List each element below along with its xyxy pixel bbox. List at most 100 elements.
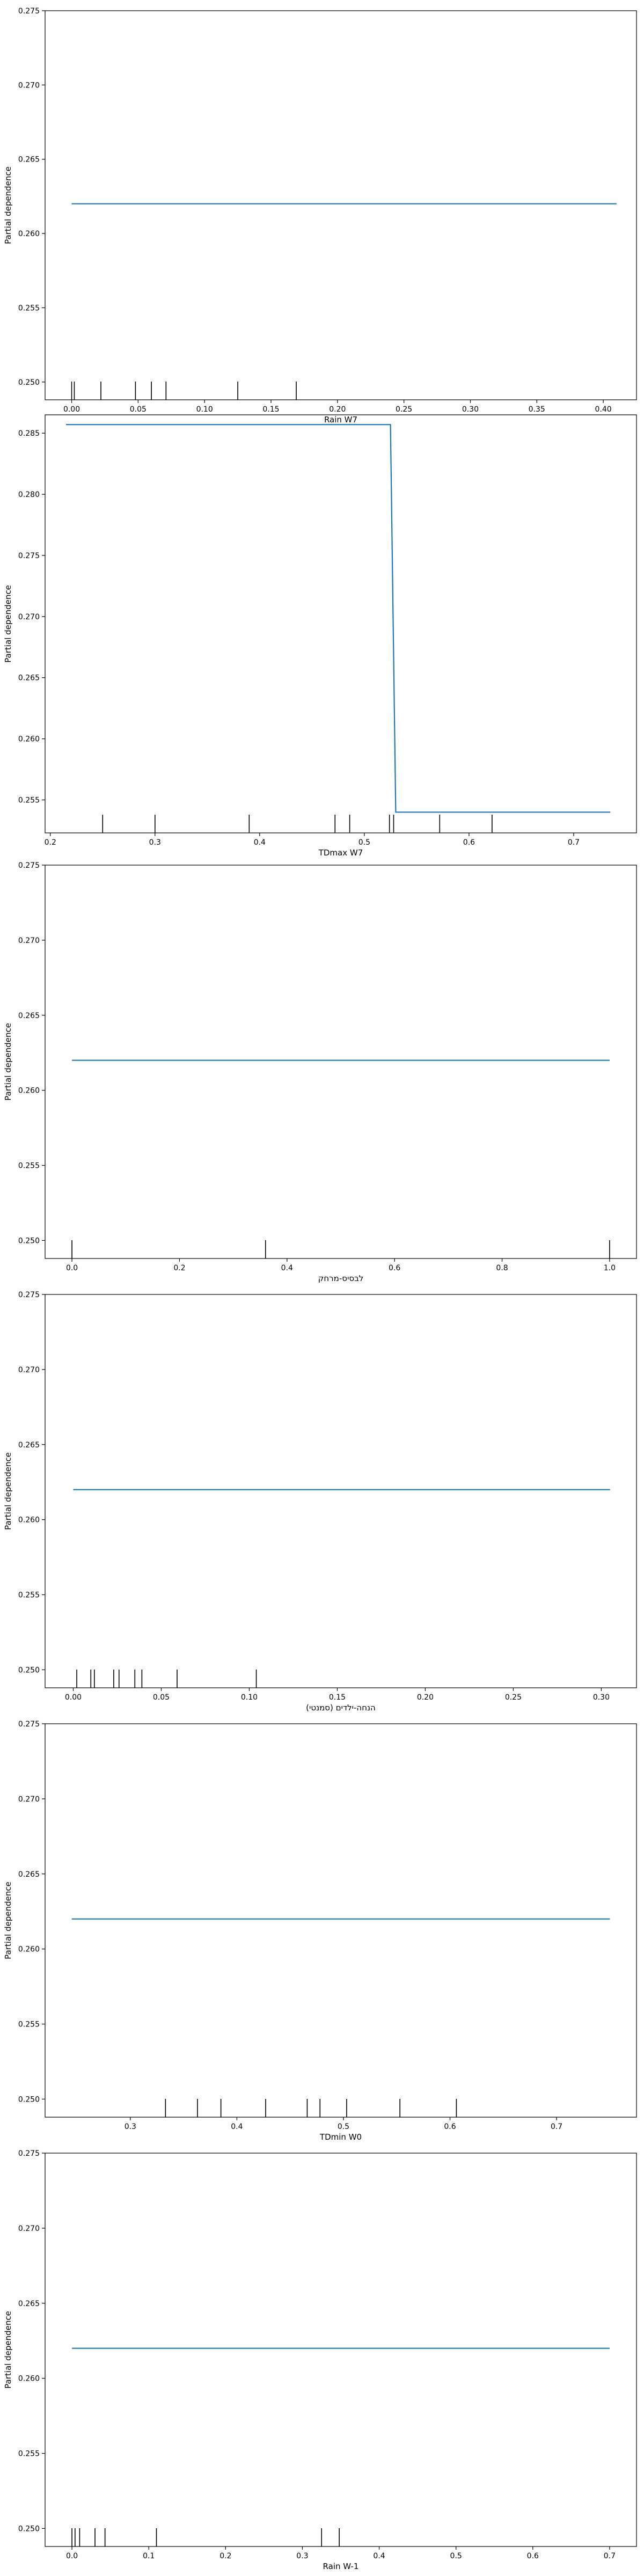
y-tick-label: 0.255 (18, 2021, 40, 2029)
y-tick-label: 0.250 (18, 2095, 40, 2104)
plot-frame (45, 10, 637, 400)
x-tick-label: 0.40 (595, 405, 612, 414)
y-tick-label: 0.265 (18, 1870, 40, 1879)
y-tick-label: 0.260 (18, 2375, 40, 2383)
x-axis-label: לבסיס-מרחק (318, 1274, 364, 1283)
x-tick-label: 0.10 (241, 1693, 258, 1702)
x-axis-label: TDmin W0 (319, 2132, 362, 2142)
chart-panel-6: 0.0 0.1 0.2 0.3 0.4 0.5 0.6 0.7 0.250 0.255 0.260 0… (3, 2149, 637, 2571)
x-tick-label: 0.6 (463, 838, 475, 847)
x-tick-label: 0.5 (450, 2552, 462, 2560)
y-tick-label: 0.270 (18, 1795, 40, 1804)
y-tick-label: 0.275 (18, 7, 40, 16)
x-tick-label: 0.5 (338, 2123, 349, 2131)
plot-frame (45, 2153, 637, 2547)
y-tick-label: 0.270 (18, 2224, 40, 2233)
x-tick-label: 1.0 (604, 1264, 616, 1272)
y-tick-label: 0.250 (18, 1236, 40, 1245)
chart-panel-1: 0.00 0.05 0.10 0.15 0.20 0.25 0.30 0.35 0.40 0.25… (3, 7, 637, 425)
x-tick-label: 0.3 (296, 2552, 308, 2560)
x-tick-label: 0.35 (529, 405, 545, 414)
y-tick-label: 0.260 (18, 1516, 40, 1525)
y-tick-label: 0.265 (18, 156, 40, 164)
y-tick-label: 0.260 (18, 1087, 40, 1095)
x-tick-label: 0.2 (45, 838, 56, 847)
y-tick-label: 0.275 (18, 1291, 40, 1299)
x-tick-label: 0.6 (389, 1264, 400, 1272)
chart-panel-3: 0.0 0.2 0.4 0.6 0.8 1.0 0.250 0.255 0.260 0.265 0.… (3, 861, 637, 1283)
y-tick-label: 0.250 (18, 1666, 40, 1674)
plot-frame (45, 414, 637, 833)
y-tick-label: 0.265 (18, 1012, 40, 1020)
x-tick-label: 0.6 (527, 2552, 539, 2560)
x-tick-label: 0.4 (281, 1264, 293, 1272)
y-tick-label: 0.275 (18, 552, 40, 560)
x-tick-label: 0.05 (130, 405, 147, 414)
x-tick-label: 0.3 (149, 838, 161, 847)
x-tick-label: 0.7 (604, 2552, 616, 2560)
y-tick-label: 0.255 (18, 1162, 40, 1170)
x-tick-label: 0.4 (254, 838, 266, 847)
y-tick-label: 0.255 (18, 1591, 40, 1600)
x-tick-label: 0.25 (505, 1693, 522, 1702)
x-tick-label: 0.05 (153, 1693, 170, 1702)
y-tick-label: 0.260 (18, 735, 40, 744)
x-axis-label: Rain W7 (324, 415, 357, 425)
x-axis-label: TDmax W7 (318, 848, 363, 858)
y-axis-label: Partial dependence (3, 1452, 13, 1530)
y-tick-label: 0.260 (18, 230, 40, 238)
x-tick-label: 0.5 (358, 838, 370, 847)
x-tick-label: 0.1 (143, 2552, 155, 2560)
x-tick-label: 0.8 (496, 1264, 508, 1272)
y-tick-label: 0.270 (18, 1366, 40, 1374)
y-axis-label: Partial dependence (3, 1882, 13, 1959)
y-tick-label: 0.275 (18, 2149, 40, 2158)
y-tick-label: 0.250 (18, 378, 40, 387)
x-axis-label: (סמנטי) הנחה-ילדים (306, 1703, 376, 1713)
y-axis-label: Partial dependence (3, 2311, 13, 2389)
y-tick-label: 0.265 (18, 674, 40, 683)
x-tick-label: 0.7 (568, 838, 580, 847)
x-tick-label: 0.7 (551, 2123, 562, 2131)
x-tick-label: 0.0 (66, 1264, 78, 1272)
x-tick-label: 0.4 (231, 2123, 243, 2131)
y-tick-label: 0.265 (18, 1441, 40, 1450)
plot-frame (45, 865, 637, 1259)
x-tick-label: 0.6 (444, 2123, 456, 2131)
y-tick-label: 0.275 (18, 861, 40, 870)
y-tick-label: 0.255 (18, 2450, 40, 2458)
y-tick-label: 0.280 (18, 491, 40, 499)
chart-panel-2: 0.2 0.3 0.4 0.5 0.6 0.7 0.255 0.260 0.265 0.270 0.… (3, 414, 637, 858)
chart-panel-4: 0.00 0.05 0.10 0.15 0.20 0.25 0.30 0.250 0.255 0.… (3, 1291, 637, 1713)
x-tick-label: 0.15 (262, 405, 279, 414)
y-axis-label: Partial dependence (3, 585, 13, 663)
y-tick-label: 0.250 (18, 2524, 40, 2533)
x-tick-label: 0.25 (396, 405, 412, 414)
x-tick-label: 0.2 (219, 2552, 231, 2560)
x-tick-label: 0.30 (593, 1693, 610, 1702)
x-tick-label: 0.20 (329, 405, 346, 414)
x-tick-label: 0.2 (173, 1264, 185, 1272)
partial-dependence-line (66, 424, 611, 813)
y-tick-label: 0.270 (18, 81, 40, 90)
y-tick-label: 0.260 (18, 1945, 40, 1954)
chart-panel-5: 0.3 0.4 0.5 0.6 0.7 0.250 0.255 0.260 0.265 0.270… (3, 1720, 637, 2142)
y-tick-label: 0.255 (18, 304, 40, 312)
x-tick-label: 0.20 (417, 1693, 434, 1702)
x-tick-label: 0.30 (462, 405, 479, 414)
plot-frame (45, 1723, 637, 2118)
x-tick-label: 0.3 (125, 2123, 136, 2131)
y-tick-label: 0.270 (18, 613, 40, 621)
y-tick-label: 0.275 (18, 1720, 40, 1729)
x-axis-label: Rain W-1 (323, 2562, 359, 2571)
x-tick-label: 0.4 (373, 2552, 385, 2560)
x-tick-label: 0.00 (63, 405, 80, 414)
y-tick-label: 0.270 (18, 936, 40, 945)
y-axis-label: Partial dependence (3, 1023, 13, 1101)
y-axis-label: Partial dependence (3, 166, 13, 244)
x-tick-label: 0.00 (65, 1693, 82, 1702)
y-tick-label: 0.255 (18, 796, 40, 805)
plot-frame (45, 1294, 637, 1688)
y-tick-label: 0.265 (18, 2300, 40, 2308)
